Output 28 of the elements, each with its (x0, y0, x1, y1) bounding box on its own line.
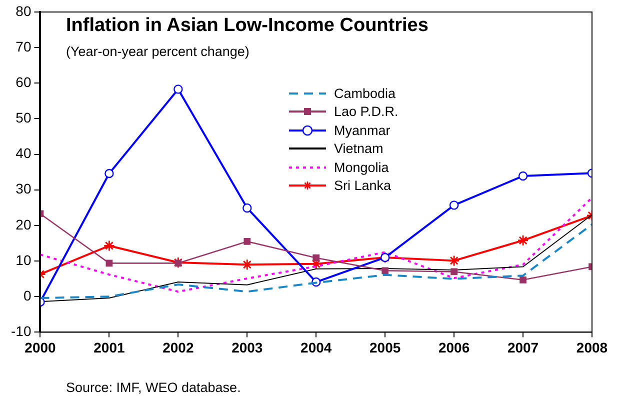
x-tick-label: 2003 (232, 339, 263, 356)
x-tick-label: 2004 (300, 339, 332, 356)
x-tick-label: 2002 (162, 339, 194, 356)
legend-label: Mongolia (334, 160, 389, 175)
legend-label: Cambodia (334, 86, 396, 101)
source-note: Source: IMF, WEO database. (66, 380, 241, 395)
x-tick-label: 2007 (507, 339, 539, 356)
legend-label: Myanmar (334, 122, 390, 138)
legend-label: Lao P.D.R. (334, 104, 398, 120)
x-tick-label: 2000 (24, 339, 56, 356)
x-tick-label: 2006 (438, 339, 470, 356)
text: (Year-on-year percent change) (66, 44, 250, 59)
y-tick-label: 20 (16, 216, 32, 232)
legend-label: Sri Lanka (334, 178, 392, 194)
y-tick-label: 40 (16, 145, 32, 162)
y-tick-label: 50 (16, 110, 32, 126)
y-tick-label: 10 (16, 252, 32, 268)
y-tick-label: 60 (16, 74, 32, 90)
y-tick-label: 80 (16, 2, 32, 19)
x-tick-label: 2008 (576, 339, 608, 356)
y-tick-label: 70 (16, 38, 32, 54)
y-tick-label: -10 (11, 323, 32, 340)
y-tick-label: 30 (16, 180, 32, 197)
x-tick-label: 2005 (370, 339, 401, 356)
y-tick-label: 0 (23, 287, 32, 304)
legend-label: Vietnam (334, 141, 384, 156)
x-tick-label: 2001 (94, 339, 125, 356)
chart-title: Inflation in Asian Low-Income Countries (66, 15, 428, 37)
